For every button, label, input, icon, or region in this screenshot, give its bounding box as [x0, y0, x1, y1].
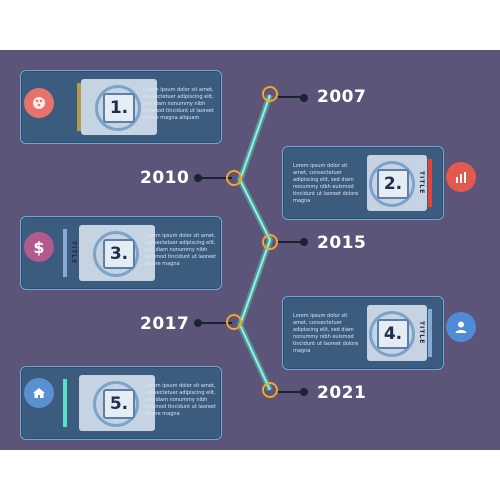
ring-decoration	[369, 311, 415, 357]
timeline-node-1[interactable]	[262, 86, 278, 102]
milestone-card-1[interactable]: 1. Lorem ipsum dolor sit amet, consectet…	[20, 70, 222, 144]
milestone-text: Lorem ipsum dolor sit amet, consectetuer…	[143, 87, 214, 121]
milestone-text: Lorem ipsum dolor sit amet, consectetuer…	[145, 383, 216, 417]
user-icon	[446, 312, 476, 342]
accent-bar	[77, 83, 81, 131]
milestone-number: 2.	[377, 169, 409, 199]
year-label-5: 2021	[317, 383, 367, 403]
milestone-card-5[interactable]: 5. Lorem ipsum dolor sit amet, consectet…	[20, 366, 222, 440]
year-dot	[194, 174, 202, 182]
accent-bar	[428, 159, 432, 207]
accent-bar	[63, 229, 67, 277]
milestone-text: Lorem ipsum dolor sit amet, consectetuer…	[145, 233, 216, 267]
milestone-card-3[interactable]: TITLE 3. Lorem ipsum dolor sit amet, con…	[20, 216, 222, 290]
milestone-number: 1.	[103, 93, 135, 123]
milestone-title: TITLE	[418, 321, 425, 345]
year-label-3: 2015	[317, 233, 367, 253]
timeline-node-4[interactable]	[226, 314, 242, 330]
accent-bar	[428, 309, 432, 357]
dollar-icon: $	[24, 232, 54, 262]
milestone-title: TITLE	[70, 241, 77, 265]
palette-icon	[24, 88, 54, 118]
ring-decoration	[95, 85, 141, 131]
ring-decoration	[93, 231, 139, 277]
year-label-2: 2010	[140, 168, 190, 188]
ring-decoration	[369, 161, 415, 207]
year-label-4: 2017	[140, 314, 190, 334]
milestone-text: Lorem ipsum dolor sit amet, consectetuer…	[293, 163, 359, 204]
accent-bar	[63, 379, 67, 427]
bar-chart-icon	[446, 162, 476, 192]
year-dot	[300, 94, 308, 102]
year-label-1: 2007	[317, 87, 367, 107]
year-dot	[300, 388, 308, 396]
milestone-number: 4.	[377, 319, 409, 349]
milestone-number: 3.	[103, 239, 135, 269]
year-dot	[300, 238, 308, 246]
milestone-card-2[interactable]: Lorem ipsum dolor sit amet, consectetuer…	[282, 146, 444, 220]
milestone-number: 5.	[103, 389, 135, 419]
milestone-text: Lorem ipsum dolor sit amet, consectetuer…	[293, 313, 359, 354]
timeline-node-5[interactable]	[262, 382, 278, 398]
year-dot	[194, 319, 202, 327]
ring-decoration	[93, 381, 139, 427]
timeline-canvas: 1. Lorem ipsum dolor sit amet, consectet…	[0, 50, 500, 450]
home-icon	[24, 378, 54, 408]
milestone-card-4[interactable]: Lorem ipsum dolor sit amet, consectetuer…	[282, 296, 444, 370]
timeline-node-3[interactable]	[262, 234, 278, 250]
timeline-node-2[interactable]	[226, 170, 242, 186]
milestone-title: TITLE	[418, 171, 425, 195]
